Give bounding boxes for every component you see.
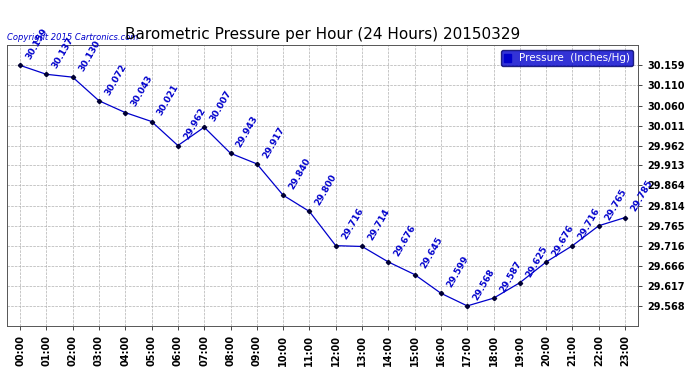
- Text: 30.021: 30.021: [156, 83, 181, 117]
- Text: 29.716: 29.716: [340, 207, 365, 242]
- Text: 29.599: 29.599: [445, 254, 471, 289]
- Text: 30.137: 30.137: [50, 36, 76, 70]
- Text: 30.043: 30.043: [130, 74, 155, 108]
- Text: 29.587: 29.587: [497, 259, 523, 294]
- Text: 29.962: 29.962: [182, 106, 207, 141]
- Text: 29.943: 29.943: [235, 114, 260, 149]
- Text: 29.645: 29.645: [419, 236, 444, 270]
- Text: 29.917: 29.917: [261, 125, 286, 160]
- Text: 29.714: 29.714: [366, 207, 391, 242]
- Text: 29.765: 29.765: [603, 187, 628, 222]
- Title: Barometric Pressure per Hour (24 Hours) 20150329: Barometric Pressure per Hour (24 Hours) …: [125, 27, 520, 42]
- Text: 29.676: 29.676: [393, 223, 417, 258]
- Text: 29.625: 29.625: [524, 244, 549, 279]
- Text: 29.840: 29.840: [287, 156, 313, 191]
- Text: 29.785: 29.785: [629, 179, 655, 213]
- Text: 29.568: 29.568: [471, 267, 497, 302]
- Text: 29.716: 29.716: [577, 207, 602, 242]
- Text: 30.159: 30.159: [24, 27, 49, 61]
- Text: Copyright 2015 Cartronics.com: Copyright 2015 Cartronics.com: [7, 33, 138, 42]
- Text: 30.007: 30.007: [208, 89, 233, 123]
- Text: 29.676: 29.676: [551, 223, 575, 258]
- Text: 30.130: 30.130: [77, 39, 102, 73]
- Text: 29.800: 29.800: [313, 173, 339, 207]
- Text: 30.072: 30.072: [103, 62, 128, 97]
- Legend: Pressure  (Inches/Hg): Pressure (Inches/Hg): [501, 50, 633, 66]
